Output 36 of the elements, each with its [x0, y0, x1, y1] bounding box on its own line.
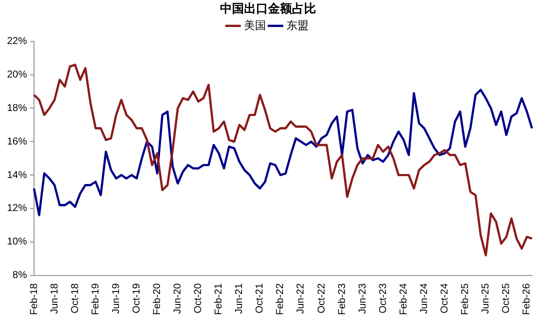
x-tick-label: Oct-18 — [70, 282, 81, 314]
y-tick-label: 12% — [7, 203, 28, 214]
y-tick-label: 16% — [7, 136, 28, 148]
x-tick-label: Feb-20 — [152, 282, 163, 316]
x-tick-label: Jun-18 — [49, 282, 60, 314]
x-tick-label: Feb-24 — [398, 282, 410, 316]
y-tick-label: 20% — [7, 70, 28, 81]
x-tick-label: Jun-23 — [357, 282, 368, 314]
x-tick-label: Jun-22 — [296, 282, 307, 314]
x-tick-label: Jun-25 — [480, 282, 492, 314]
x-tick-label: Feb-26 — [522, 282, 533, 316]
chart-title: 中国出口金额占比 — [220, 2, 316, 16]
x-tick-label: Jun-24 — [418, 282, 430, 314]
x-tick-label: Jun-20 — [172, 282, 184, 314]
x-tick-label: Feb-18 — [28, 282, 40, 316]
y-tick-label: 18% — [7, 102, 28, 114]
y-tick-label: 22% — [7, 36, 28, 48]
x-tick-label: Oct-24 — [439, 282, 450, 314]
x-tick-label: Feb-21 — [214, 282, 225, 316]
y-tick-label: 10% — [7, 236, 28, 248]
x-tick-label: Feb-23 — [336, 282, 348, 316]
x-tick-label: Feb-22 — [275, 282, 286, 316]
x-tick-label: Oct-21 — [254, 282, 266, 314]
x-tick-label: Feb-19 — [90, 282, 102, 316]
legend-label: 美国 — [244, 18, 266, 32]
x-tick-label: Feb-25 — [460, 282, 472, 316]
x-tick-label: Oct-23 — [378, 282, 389, 314]
x-tick-label: Jun-19 — [110, 282, 122, 314]
legend-label: 东盟 — [286, 18, 308, 32]
y-tick-label: 8% — [12, 270, 28, 282]
y-tick-label: 14% — [7, 170, 28, 181]
x-tick-label: Oct-22 — [316, 282, 328, 314]
x-tick-label: Jun-21 — [234, 282, 246, 314]
x-tick-label: Oct-25 — [501, 282, 512, 314]
x-tick-label: Oct-20 — [193, 282, 204, 314]
x-tick-label: Oct-19 — [131, 282, 142, 314]
